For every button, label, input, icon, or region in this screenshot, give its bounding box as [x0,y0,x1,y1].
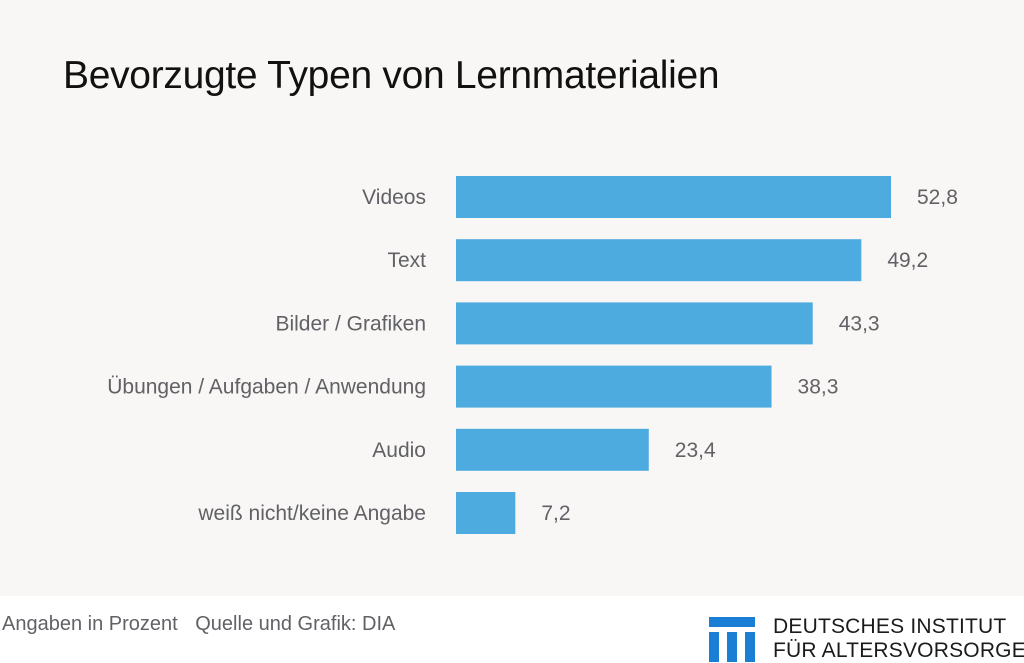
bar [456,365,772,408]
organization-name-line2: FÜR ALTERSVORSORGE [773,639,1024,662]
value-label: 52,8 [917,186,958,209]
organization-name-line1: DEUTSCHES INSTITUT [773,615,1007,638]
category-label: Audio [372,439,426,462]
bar-row: Übungen / Aufgaben / Anwendung 38,3 [107,365,839,408]
dia-logo-icon [709,617,755,662]
category-label: Bilder / Grafiken [275,312,426,335]
chart-panel: Bevorzugte Typen von Lernmaterialien Vid… [63,54,958,534]
chart-title: Bevorzugte Typen von Lernmaterialien [63,54,720,97]
category-label: Videos [362,186,426,209]
source-note: Quelle und Grafik: DIA [195,613,396,635]
logo-pillar [745,632,755,662]
value-label: 23,4 [675,439,716,462]
logo-pillar [727,632,737,662]
bar [456,492,516,534]
bar-row: Videos 52,8 [362,176,958,218]
bar [456,428,649,471]
bar-row: Bilder / Grafiken 43,3 [275,302,880,345]
value-label: 49,2 [887,249,928,272]
category-label: Übungen / Aufgaben / Anwendung [107,376,426,399]
value-label: 43,3 [839,312,880,335]
value-label: 38,3 [798,376,839,399]
footer-note: Angaben in Prozent Quelle und Grafik: DI… [2,613,395,636]
bar-chart: Videos 52,8 Text 49,2 Bilder / Grafiken 43,3 Ü… [107,176,958,534]
organization-name: DEUTSCHES INSTITUT FÜR ALTERSVORSORGE [773,615,1024,663]
bar-row: Text 49,2 [387,239,928,282]
bar [456,239,862,282]
logo-top-bar [709,617,755,627]
bar [456,302,813,345]
logo-pillar [709,632,719,662]
bar-row: weiß nicht/keine Angabe 7,2 [197,492,571,534]
bar-row: Audio 23,4 [372,428,716,471]
unit-note: Angaben in Prozent [2,613,178,635]
bar [456,176,891,218]
category-label: Text [387,249,426,272]
value-label: 7,2 [541,502,570,525]
category-label: weiß nicht/keine Angabe [197,502,426,525]
